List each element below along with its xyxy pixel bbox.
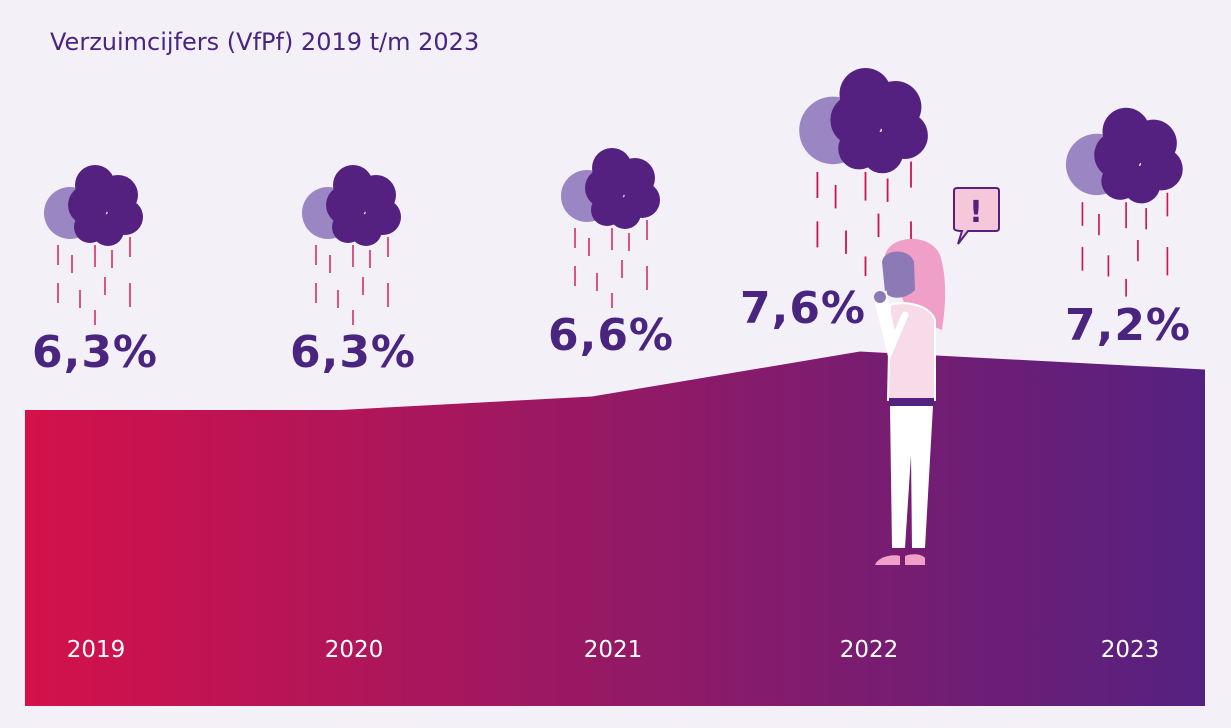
speech-bubble-text: ! [969,195,983,230]
rain-cloud-icon [1065,107,1183,297]
figure-shirt [886,302,936,401]
rain-cloud-icon [799,68,928,276]
year-label-2020: 2020 [325,637,384,663]
figure-shoe-right [905,554,925,565]
value-label-2019: 6,3% [32,327,158,378]
figure-belt [889,398,934,406]
figure-face [882,251,915,298]
rain-cloud-icon [302,165,401,325]
cloud-puff-dark [326,185,366,225]
rain-cloud-icon [561,148,660,308]
year-label-2019: 2019 [67,637,126,663]
rain-cloud-icon [44,165,143,325]
year-tick-labels: 2019 2020 2021 2022 2023 [67,637,1160,663]
cloud-puff-dark [1094,131,1142,179]
year-label-2022: 2022 [840,637,899,663]
cloud-puff-dark [68,185,108,225]
cloud-puff-dark [585,168,625,208]
figure-shoe-left [875,555,900,565]
cloud-puff-dark [830,94,883,146]
figure-pants [890,406,933,548]
speech-bubble-shape [953,187,1000,245]
value-label-2023: 7,2% [1065,300,1191,351]
value-label-2022: 7,6% [740,283,866,334]
thinking-woman-illustration: ! [874,187,1000,565]
value-labels: 6,3% 6,3% 6,6% 7,6% 7,2% [32,283,1191,378]
chart-title: Verzuimcijfers (VfPf) 2019 t/m 2023 [50,28,479,56]
rain-clouds [44,68,1183,325]
speech-bubble-exclamation-icon: ! [953,187,1000,245]
figure-hand [874,291,886,303]
year-label-2023: 2023 [1101,637,1160,663]
year-label-2021: 2021 [584,637,643,663]
value-label-2020: 6,3% [290,327,416,378]
value-label-2021: 6,6% [548,310,674,361]
